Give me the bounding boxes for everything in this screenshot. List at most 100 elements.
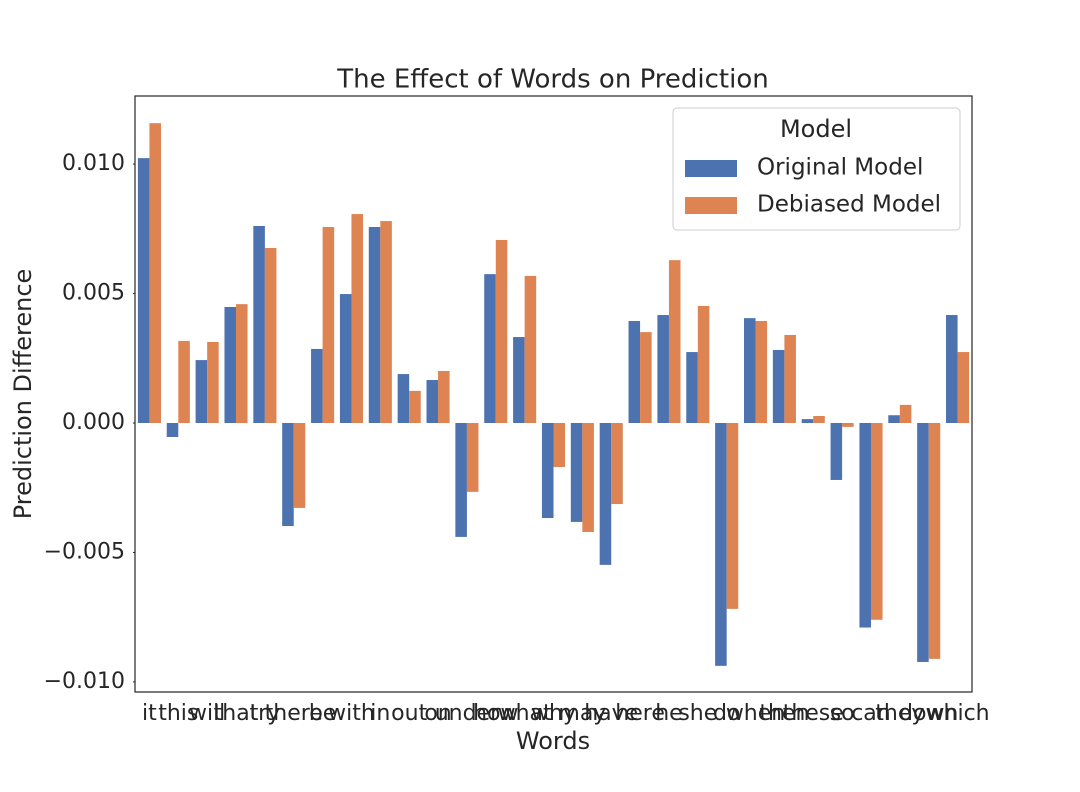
x-tick-label: can	[851, 701, 891, 726]
bar	[253, 225, 265, 423]
x-tick-label: try	[250, 701, 281, 726]
x-tick-label: it	[142, 701, 157, 726]
bar	[438, 370, 450, 423]
x-axis-label: Words	[516, 727, 590, 755]
bar	[368, 227, 381, 423]
x-tick-label: under	[435, 701, 500, 726]
legend-swatch	[685, 197, 737, 214]
y-axis-label: Prediction Difference	[9, 269, 37, 520]
x-tick-label: they	[875, 701, 924, 726]
bar	[784, 334, 796, 423]
x-tick-label: here	[615, 701, 665, 726]
bar	[137, 158, 150, 423]
legend-label: Original Model	[757, 155, 923, 181]
bar	[513, 337, 525, 423]
x-tick-label: be	[309, 701, 337, 726]
bar	[466, 422, 479, 492]
bar	[917, 422, 929, 662]
bar	[553, 422, 566, 468]
bar	[611, 422, 623, 505]
bar	[772, 349, 785, 423]
bar	[224, 307, 237, 423]
bar	[859, 422, 871, 628]
bar	[351, 214, 364, 423]
bar	[668, 260, 681, 423]
x-tick-label: when	[726, 701, 785, 726]
bar	[293, 422, 306, 508]
bar	[541, 422, 554, 519]
bar	[339, 294, 352, 423]
legend-swatch	[685, 160, 737, 177]
bar	[524, 275, 537, 423]
bar	[946, 315, 958, 423]
bar	[755, 320, 768, 423]
x-tick-label: how	[473, 701, 518, 726]
x-tick-label: in	[370, 701, 390, 726]
legend-box	[672, 107, 961, 231]
y-tick-label: 0.000	[62, 410, 125, 435]
x-tick-label: that	[214, 701, 259, 726]
bar	[743, 318, 756, 423]
bar	[657, 315, 669, 423]
x-tick-label: down	[899, 701, 958, 726]
bar	[640, 332, 652, 423]
bar	[397, 374, 410, 423]
bar	[928, 422, 941, 659]
bar	[178, 340, 190, 423]
bar	[455, 422, 467, 537]
bar	[957, 352, 970, 423]
y-tick-label: 0.005	[62, 281, 125, 306]
bar	[813, 416, 825, 423]
x-tick-label: so	[830, 701, 855, 726]
bar	[899, 404, 912, 423]
chart-title: The Effect of Words on Prediction	[336, 65, 769, 95]
bar	[726, 422, 739, 609]
legend-title: Model	[780, 115, 852, 143]
bar	[715, 422, 727, 666]
bar	[484, 274, 496, 423]
bar	[426, 380, 439, 423]
bar	[842, 422, 854, 427]
bar	[166, 422, 179, 437]
bar	[628, 320, 641, 423]
bar	[322, 227, 335, 423]
bar	[582, 422, 594, 532]
x-tick-label: there	[265, 701, 323, 726]
bar	[888, 415, 900, 423]
x-tick-label: then	[759, 701, 809, 726]
x-tick-label: with	[328, 701, 375, 726]
plot-frame	[134, 95, 973, 693]
x-tick-label: do	[713, 701, 740, 726]
bar	[207, 341, 219, 423]
y-tick-label: −0.010	[44, 669, 125, 694]
bar	[236, 304, 248, 423]
bar	[149, 123, 161, 423]
bar	[830, 422, 843, 480]
bar	[311, 348, 323, 423]
bar	[264, 247, 277, 423]
x-tick-label: will	[189, 701, 225, 726]
x-tick-label: why	[531, 701, 576, 726]
bar	[282, 422, 294, 527]
bar	[195, 360, 208, 423]
x-tick-label: he	[655, 701, 682, 726]
x-tick-label: which	[926, 701, 990, 726]
bar	[599, 422, 612, 565]
bar	[686, 352, 698, 423]
y-tick-label: −0.005	[44, 539, 125, 564]
legend-label: Debiased Model	[757, 192, 941, 218]
bar	[380, 221, 392, 423]
x-tick-label: on	[424, 701, 451, 726]
x-tick-label: these	[783, 701, 844, 726]
x-tick-label: what	[498, 701, 552, 726]
x-tick-label: out	[391, 701, 427, 726]
bar	[697, 305, 710, 423]
bar	[409, 390, 421, 423]
x-tick-label: she	[678, 701, 717, 726]
bar	[870, 422, 883, 620]
bar	[801, 419, 814, 423]
y-tick-label: 0.010	[62, 151, 125, 176]
x-tick-label: have	[584, 701, 638, 726]
